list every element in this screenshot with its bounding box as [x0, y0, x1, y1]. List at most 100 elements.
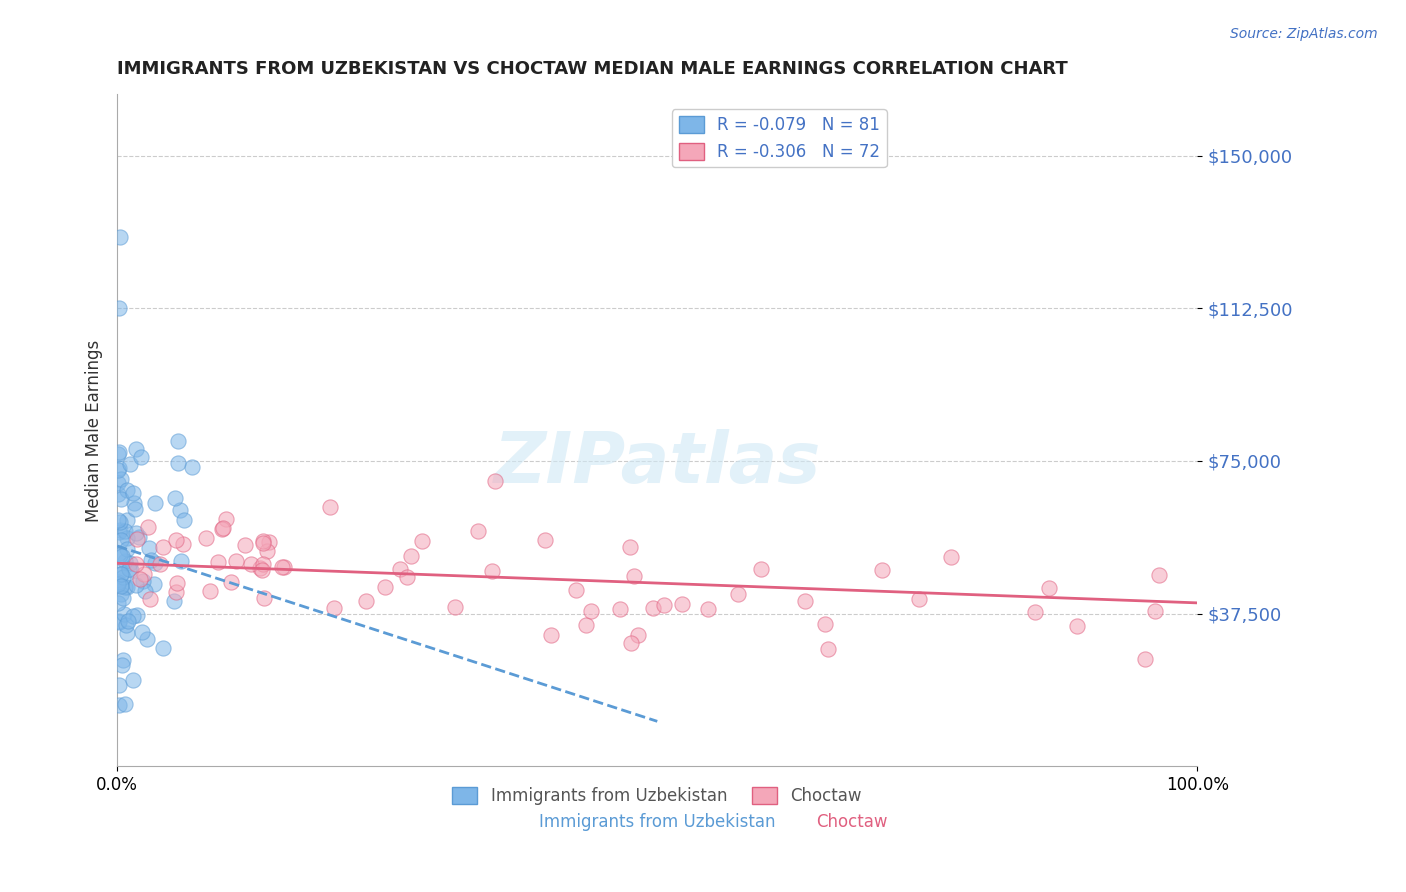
Point: [110, 577, 132, 591]
Point: [125, 557, 148, 571]
Point: [212, 521, 235, 535]
Point: [564, 582, 586, 597]
Point: [107, 447, 129, 461]
Point: [467, 524, 489, 538]
Point: [319, 500, 342, 514]
Point: [127, 532, 149, 546]
Point: [110, 587, 132, 601]
Point: [872, 563, 894, 577]
Point: [252, 591, 274, 606]
Point: [1149, 567, 1171, 582]
Point: [534, 533, 557, 547]
Point: [111, 658, 134, 673]
Point: [108, 524, 131, 539]
Point: [172, 537, 194, 551]
Point: [167, 434, 190, 448]
Point: [194, 531, 217, 545]
Point: [110, 472, 132, 486]
Point: [540, 628, 562, 642]
Point: [233, 538, 256, 552]
Point: [252, 536, 274, 550]
Point: [110, 230, 132, 244]
Point: [111, 549, 134, 563]
Point: [108, 564, 131, 578]
Point: [122, 496, 145, 510]
Point: [163, 594, 186, 608]
Text: Immigrants from Uzbekistan: Immigrants from Uzbekistan: [538, 814, 776, 831]
Point: [134, 566, 156, 581]
Point: [908, 592, 931, 607]
Point: [117, 531, 139, 545]
Point: [129, 572, 152, 586]
Point: [107, 476, 129, 491]
Point: [165, 585, 187, 599]
Point: [814, 616, 837, 631]
Text: ZIPatlas: ZIPatlas: [494, 429, 821, 499]
Y-axis label: Median Male Earnings: Median Male Earnings: [86, 339, 103, 522]
Point: [127, 608, 149, 623]
Point: [120, 563, 142, 577]
Point: [152, 640, 174, 655]
Point: [250, 563, 273, 577]
Point: [727, 587, 749, 601]
Point: [108, 461, 131, 475]
Point: [817, 641, 839, 656]
Point: [167, 456, 190, 470]
Point: [323, 600, 346, 615]
Point: [124, 501, 146, 516]
Point: [165, 533, 187, 548]
Point: [107, 513, 129, 527]
Point: [225, 554, 247, 568]
Point: [114, 580, 136, 594]
Point: [354, 594, 377, 608]
Point: [107, 574, 129, 589]
Point: [107, 596, 129, 610]
Point: [111, 591, 134, 605]
Point: [112, 607, 135, 621]
Point: [114, 553, 136, 567]
Point: [579, 605, 602, 619]
Point: [641, 601, 664, 615]
Point: [108, 678, 131, 692]
Point: [139, 592, 162, 607]
Point: [112, 653, 135, 667]
Point: [134, 584, 156, 599]
Point: [626, 628, 648, 642]
Point: [120, 556, 142, 570]
Point: [115, 625, 138, 640]
Point: [219, 575, 242, 590]
Point: [107, 486, 129, 500]
Point: [136, 632, 159, 646]
Point: [107, 463, 129, 477]
Point: [165, 491, 187, 505]
Point: [110, 533, 132, 547]
Point: [108, 445, 131, 459]
Point: [259, 534, 281, 549]
Point: [374, 580, 396, 594]
Point: [124, 578, 146, 592]
Point: [198, 584, 221, 599]
Point: [396, 570, 419, 584]
Point: [110, 579, 132, 593]
Point: [170, 554, 193, 568]
Point: [152, 541, 174, 555]
Text: Source: ZipAtlas.com: Source: ZipAtlas.com: [1230, 27, 1378, 41]
Point: [620, 636, 643, 650]
Point: [125, 526, 148, 541]
Point: [115, 580, 138, 594]
Point: [110, 491, 132, 506]
Point: [399, 549, 422, 563]
Text: IMMIGRANTS FROM UZBEKISTAN VS CHOCTAW MEDIAN MALE EARNINGS CORRELATION CHART: IMMIGRANTS FROM UZBEKISTAN VS CHOCTAW ME…: [117, 60, 1069, 78]
Point: [129, 450, 152, 464]
Point: [114, 698, 136, 712]
Point: [114, 618, 136, 632]
Point: [273, 560, 295, 574]
Point: [138, 541, 160, 555]
Point: [215, 511, 238, 525]
Point: [128, 530, 150, 544]
Point: [619, 541, 641, 555]
Point: [1024, 605, 1046, 619]
Point: [117, 483, 139, 498]
Point: [136, 519, 159, 533]
Point: [697, 602, 720, 616]
